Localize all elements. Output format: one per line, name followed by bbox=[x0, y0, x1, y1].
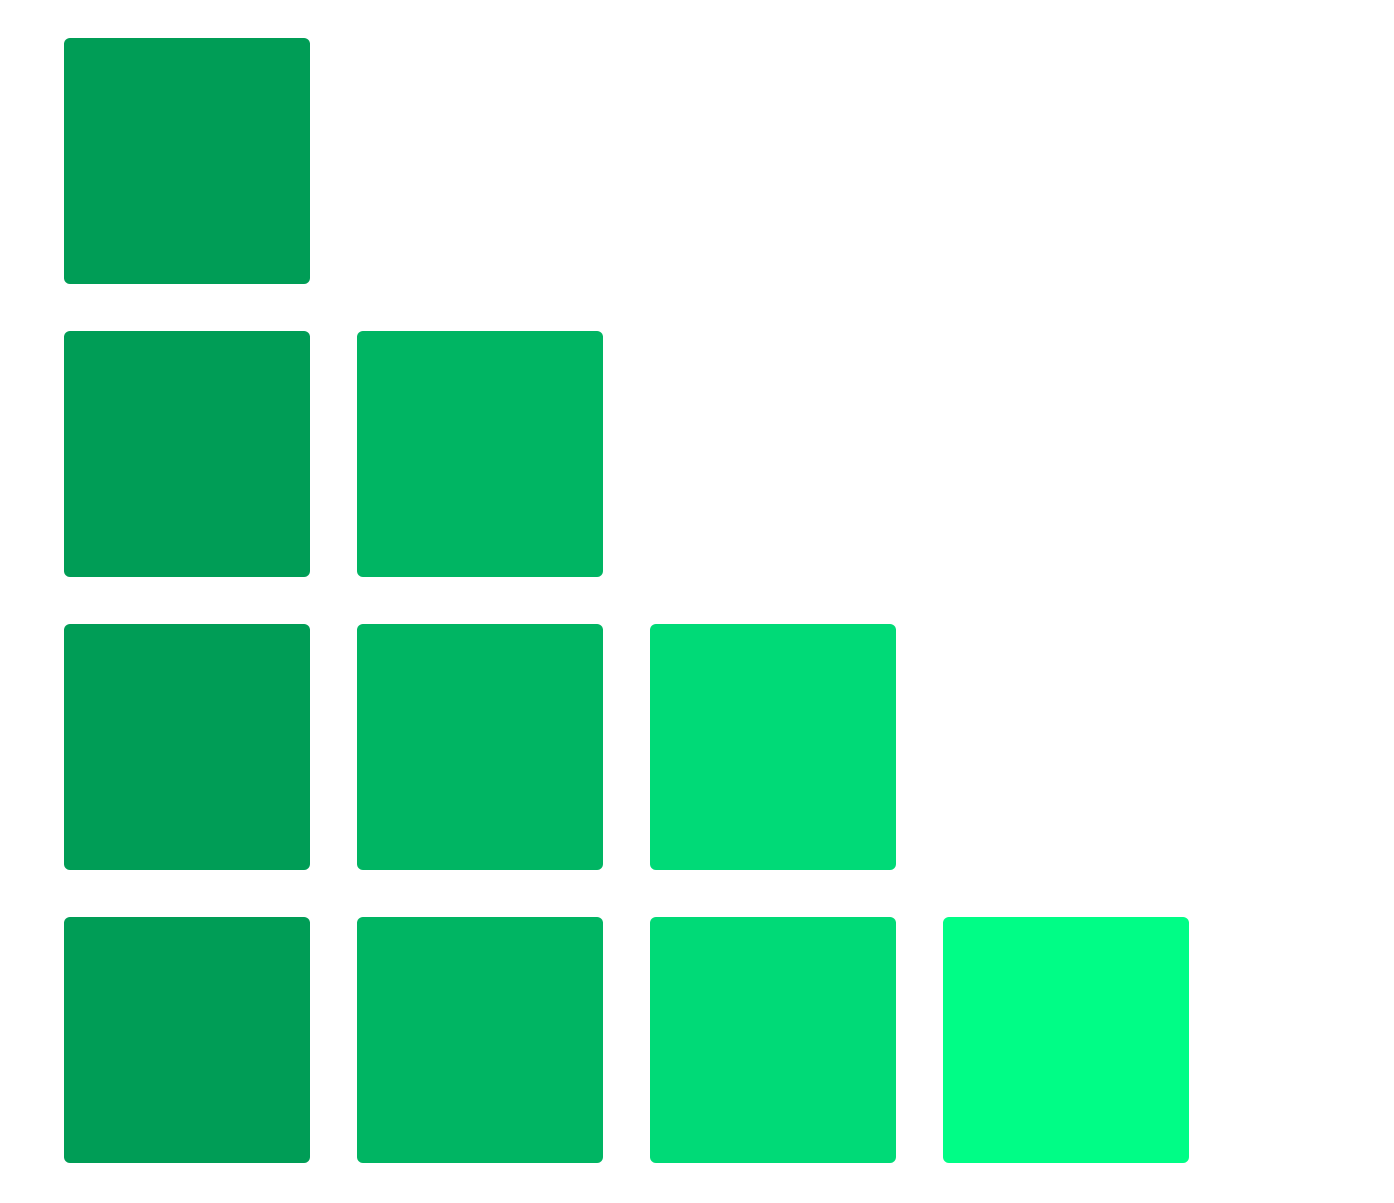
logo-block-r3-c1 bbox=[64, 624, 310, 870]
logo-block-r3-c3 bbox=[650, 624, 896, 870]
logo-block-r2-c1 bbox=[64, 331, 310, 577]
logo-block-r4-c1 bbox=[64, 917, 310, 1163]
logo-block-r4-c3 bbox=[650, 917, 896, 1163]
logo-block-r2-c2 bbox=[357, 331, 603, 577]
logo-block-r4-c4 bbox=[943, 917, 1189, 1163]
logo-block-r4-c2 bbox=[357, 917, 603, 1163]
logo-block-r3-c2 bbox=[357, 624, 603, 870]
logo-block-r1-c1 bbox=[64, 38, 310, 284]
